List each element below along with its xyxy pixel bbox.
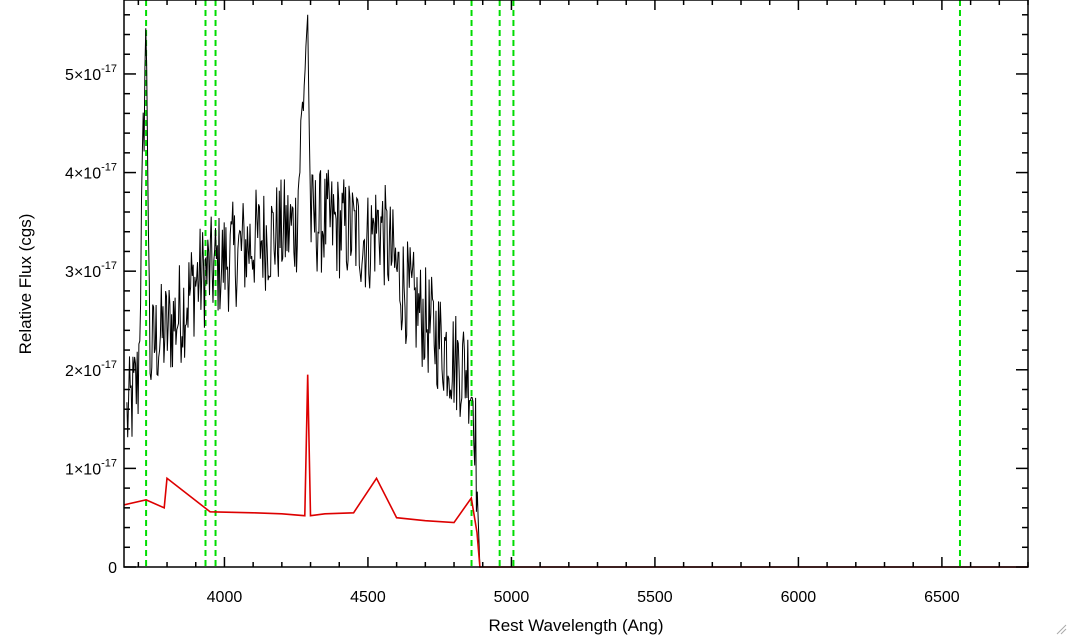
y-tick-label: 1×10-17 bbox=[65, 457, 117, 478]
y-tick-label: 4×10-17 bbox=[65, 162, 117, 183]
plot-frame bbox=[123, 0, 1029, 568]
x-axis-label: Rest Wavelength (Ang) bbox=[488, 616, 663, 635]
reference-lines bbox=[145, 0, 961, 567]
y-tick-label: 2×10-17 bbox=[65, 359, 117, 380]
y-axis-label: Relative Flux (cgs) bbox=[16, 214, 35, 355]
x-tick-label: 5500 bbox=[637, 589, 673, 606]
y-tick-label: 5×10-17 bbox=[65, 63, 117, 84]
x-tick-label: 4500 bbox=[350, 589, 386, 606]
x-tick-label: 5000 bbox=[494, 589, 530, 606]
series-line-0 bbox=[126, 14, 481, 568]
resize-grip-icon[interactable] bbox=[1055, 623, 1067, 635]
x-ticks: 4000 4500 5000 5500 6000 6500 bbox=[137, 0, 1029, 606]
series-layer bbox=[123, 14, 1028, 568]
x-tick-label: 6000 bbox=[781, 589, 817, 606]
series-line-1 bbox=[123, 374, 1028, 568]
y-tick-label: 0 bbox=[108, 560, 117, 577]
y-tick-label: 3×10-17 bbox=[65, 260, 117, 281]
x-tick-label: 6500 bbox=[924, 589, 960, 606]
x-tick-label: 4000 bbox=[207, 589, 243, 606]
y-ticks: 0 1×10-17 2×10-17 3×10-17 4×10-17 5×10-17 bbox=[65, 14, 1028, 577]
